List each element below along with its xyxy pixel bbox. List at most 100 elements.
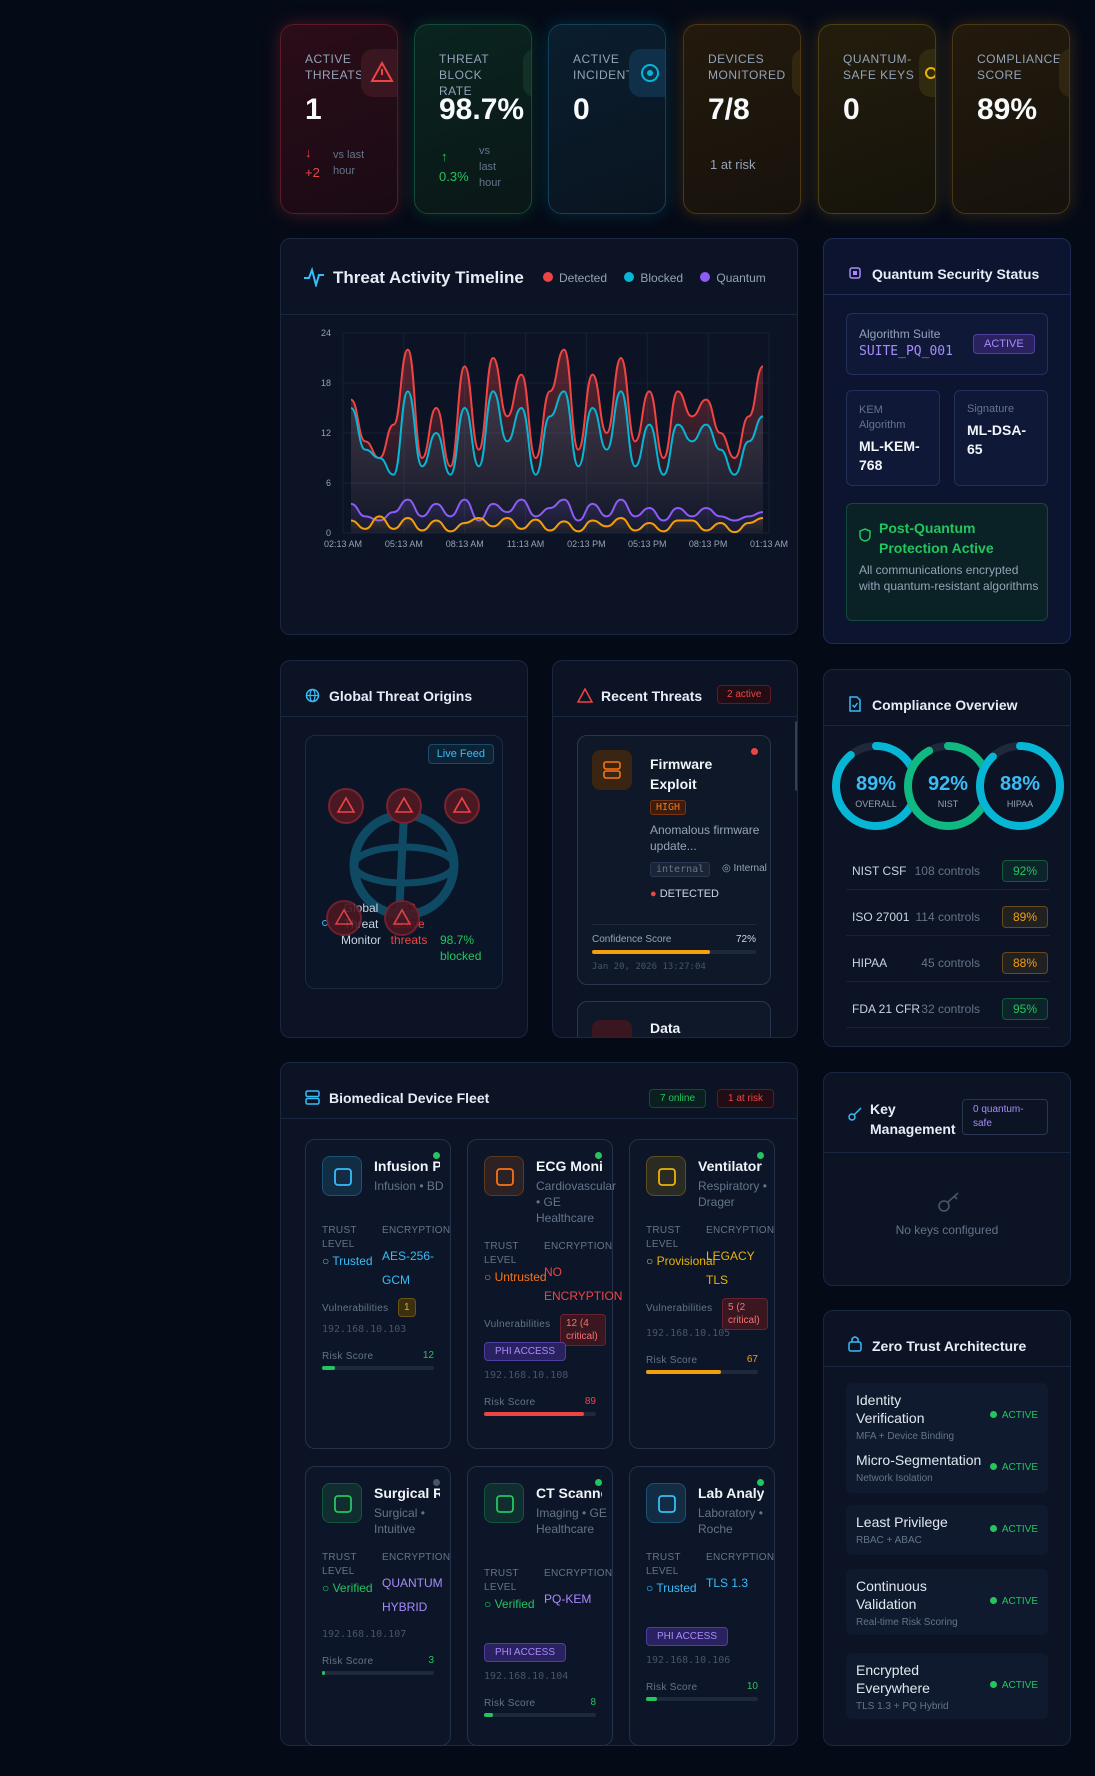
stat-value: 7/8	[708, 93, 750, 126]
algorithm-suite: Algorithm Suite SUITE_PQ_001 ACTIVE	[846, 313, 1048, 375]
recent-title: Recent Threats	[601, 688, 703, 704]
recent-header: Recent Threats 2 active	[553, 661, 797, 717]
threat-marker[interactable]	[384, 900, 420, 936]
threat-marker[interactable]	[326, 900, 362, 936]
ring-label: NIST	[938, 799, 959, 809]
trend-up-icon: ↑	[441, 149, 448, 164]
legend-quantum: Quantum	[716, 271, 766, 285]
chip-icon	[792, 49, 800, 97]
threat-activity-chart[interactable]: 0 6 12 18 24 02:13 AM 05:13 AM 08:13 AM 11:13 AM…	[281, 315, 799, 635]
zero-trust-card: Zero Trust Architecture Identity Verific…	[823, 1310, 1071, 1746]
key-icon	[919, 49, 935, 97]
compliance-row[interactable]: HIPAA 45 controls 88%	[846, 946, 1050, 982]
zero-trust-item[interactable]: Least Privilege RBAC + ABAC ACTIVE	[846, 1505, 1048, 1555]
encryption-value: QUANTUM HYBRID	[382, 1576, 443, 1614]
vulnerabilities-label: Vulnerabilities	[484, 1319, 551, 1330]
stat-note: vs last hour	[333, 149, 365, 177]
control-name: Least Privilege	[856, 1514, 948, 1530]
device-name: CT Scanner	[536, 1485, 602, 1501]
device-category: Infusion • BD	[374, 1179, 444, 1193]
suite-status-badge: ACTIVE	[973, 334, 1035, 354]
compliance-row[interactable]: FDA 21 CFR 32 controls 95%	[846, 992, 1050, 1028]
risk-score-bar	[484, 1412, 596, 1416]
threat-map[interactable]: Live Feed Global Threat Monitor 63 activ…	[305, 735, 503, 989]
risk-score-value: 89	[584, 1396, 596, 1407]
device-card[interactable]: CT Scanner Imaging • GE Healthcare TRUST L…	[467, 1466, 613, 1746]
encryption-label: ENCRYPTION	[706, 1225, 775, 1236]
device-ip: 192.168.10.104	[484, 1671, 569, 1682]
phi-access-badge: PHI ACCESS	[484, 1342, 567, 1361]
online-status-dot	[757, 1479, 764, 1486]
compliance-row[interactable]: ISO 27001 114 controls 89%	[846, 900, 1050, 936]
threat-item[interactable]: Data	[577, 1001, 771, 1037]
trust-label: TRUST LEVEL	[484, 1568, 519, 1593]
recent-threats-card: Recent Threats 2 active Firmware Exploit…	[552, 660, 798, 1038]
zero-trust-item[interactable]: Encrypted Everywhere TLS 1.3 + PQ Hybrid A…	[846, 1653, 1048, 1719]
threat-status: ● DETECTED	[650, 888, 719, 900]
origin-label: ◎ Internal	[722, 863, 767, 874]
timeline-header: Threat Activity Timeline Detected Blocke…	[281, 239, 797, 315]
trust-level: ○ Trusted	[322, 1254, 373, 1268]
device-category: Imaging • GE Healthcare	[536, 1506, 607, 1536]
stat-value: 0	[843, 93, 860, 126]
device-name: Infusion Pump	[374, 1158, 440, 1174]
encryption-label: ENCRYPTION	[382, 1225, 451, 1236]
active-status: ACTIVE	[990, 1410, 1038, 1421]
stat-active-threats[interactable]: ACTIVE THREATS 1 ↓ +2 vs last hour	[280, 24, 398, 214]
device-card[interactable]: Lab Analyzer Laboratory • Roche TRUST LEVE…	[629, 1466, 775, 1746]
stat-incidents[interactable]: ACTIVE INCIDENTS 0	[548, 24, 666, 214]
live-feed-badge[interactable]: Live Feed	[427, 744, 494, 764]
legend-dot	[624, 272, 635, 282]
y-tick-label: 12	[321, 428, 331, 438]
stat-compliance[interactable]: COMPLIANCE SCORE 89%	[952, 24, 1070, 214]
globe-icon: ◎	[722, 863, 731, 874]
device-category: Laboratory • Roche	[698, 1506, 763, 1536]
stat-note: vs last hour	[479, 145, 502, 189]
device-card[interactable]: Ventilator Respiratory • Drager TRUST LEVE…	[629, 1139, 775, 1449]
x-tick-label: 02:13 AM	[324, 539, 362, 549]
database-icon	[592, 1020, 632, 1037]
device-card[interactable]: ECG Monitor Cardiovascular • GE Healthcar…	[467, 1139, 622, 1449]
threat-marker[interactable]	[328, 788, 364, 824]
compliance-row[interactable]: NIST CSF 108 controls 92%	[846, 854, 1050, 890]
activity-icon	[304, 267, 324, 287]
zero-trust-item[interactable]: Micro-Segmentation Network Isolation ACTIV…	[846, 1443, 1048, 1493]
threat-timestamp: Jan 20, 2026 13:27:04	[592, 962, 706, 972]
zero-trust-item[interactable]: Identity Verification MFA + Device Bindin…	[846, 1383, 1048, 1449]
risk-score-bar	[484, 1713, 596, 1717]
device-card[interactable]: Surgical Robot Surgical • Intuitive TRUST …	[305, 1466, 451, 1746]
control-detail: MFA + Device Binding	[856, 1431, 955, 1442]
threat-item[interactable]: Firmware Exploit HIGH Anomalous firmware…	[577, 735, 771, 985]
series-line-detected[interactable]	[350, 348, 764, 468]
stat-quantum-keys[interactable]: QUANTUM-SAFE KEYS 0	[818, 24, 936, 214]
control-count: 45 controls	[921, 956, 980, 970]
series-line-other[interactable]	[350, 515, 764, 534]
stat-devices[interactable]: DEVICES MONITORED 7/8 1 at risk	[683, 24, 801, 214]
stat-label: QUANTUM-SAFE KEYS	[843, 52, 915, 82]
control-count: 32 controls	[921, 1002, 980, 1016]
zerotrust-header: Zero Trust Architecture	[824, 1311, 1070, 1367]
fleet-header: Biomedical Device Fleet 7 online 1 at ri…	[281, 1063, 797, 1119]
trust-label: TRUST LEVEL	[484, 1241, 519, 1266]
vulnerability-badge: 12 (4 critical)	[560, 1314, 606, 1346]
threat-marker[interactable]	[386, 788, 422, 824]
series-line-quantum[interactable]	[350, 498, 764, 522]
active-status: ACTIVE	[990, 1524, 1038, 1535]
legend-detected: Detected	[559, 271, 608, 285]
risk-score-value: 67	[746, 1354, 758, 1365]
scrollbar[interactable]	[795, 721, 797, 791]
keys-title: Key Management	[870, 1101, 956, 1137]
threat-marker[interactable]	[444, 788, 480, 824]
heart-icon	[484, 1156, 524, 1196]
x-tick-label: 11:13 AM	[507, 539, 544, 549]
device-card[interactable]: Infusion Pump Infusion • BD TRUST LEVEL ENC…	[305, 1139, 451, 1449]
legend-blocked: Blocked	[640, 271, 684, 285]
zero-trust-item[interactable]: Continuous Validation Real-time Risk Scor…	[846, 1569, 1048, 1635]
risk-score-bar	[322, 1366, 434, 1370]
threat-description: Anomalous firmware update...	[650, 823, 760, 853]
stat-block-rate[interactable]: THREAT BLOCK RATE 98.7% ↑ 0.3% vs last h…	[414, 24, 532, 214]
x-tick-label: 01:13 AM	[750, 539, 788, 549]
compliance-card: Compliance Overview 89% OVERALL 92% NIST 88%…	[823, 669, 1071, 1047]
device-ip: 192.168.10.106	[646, 1655, 731, 1666]
series-line-blocked[interactable]	[350, 390, 764, 476]
